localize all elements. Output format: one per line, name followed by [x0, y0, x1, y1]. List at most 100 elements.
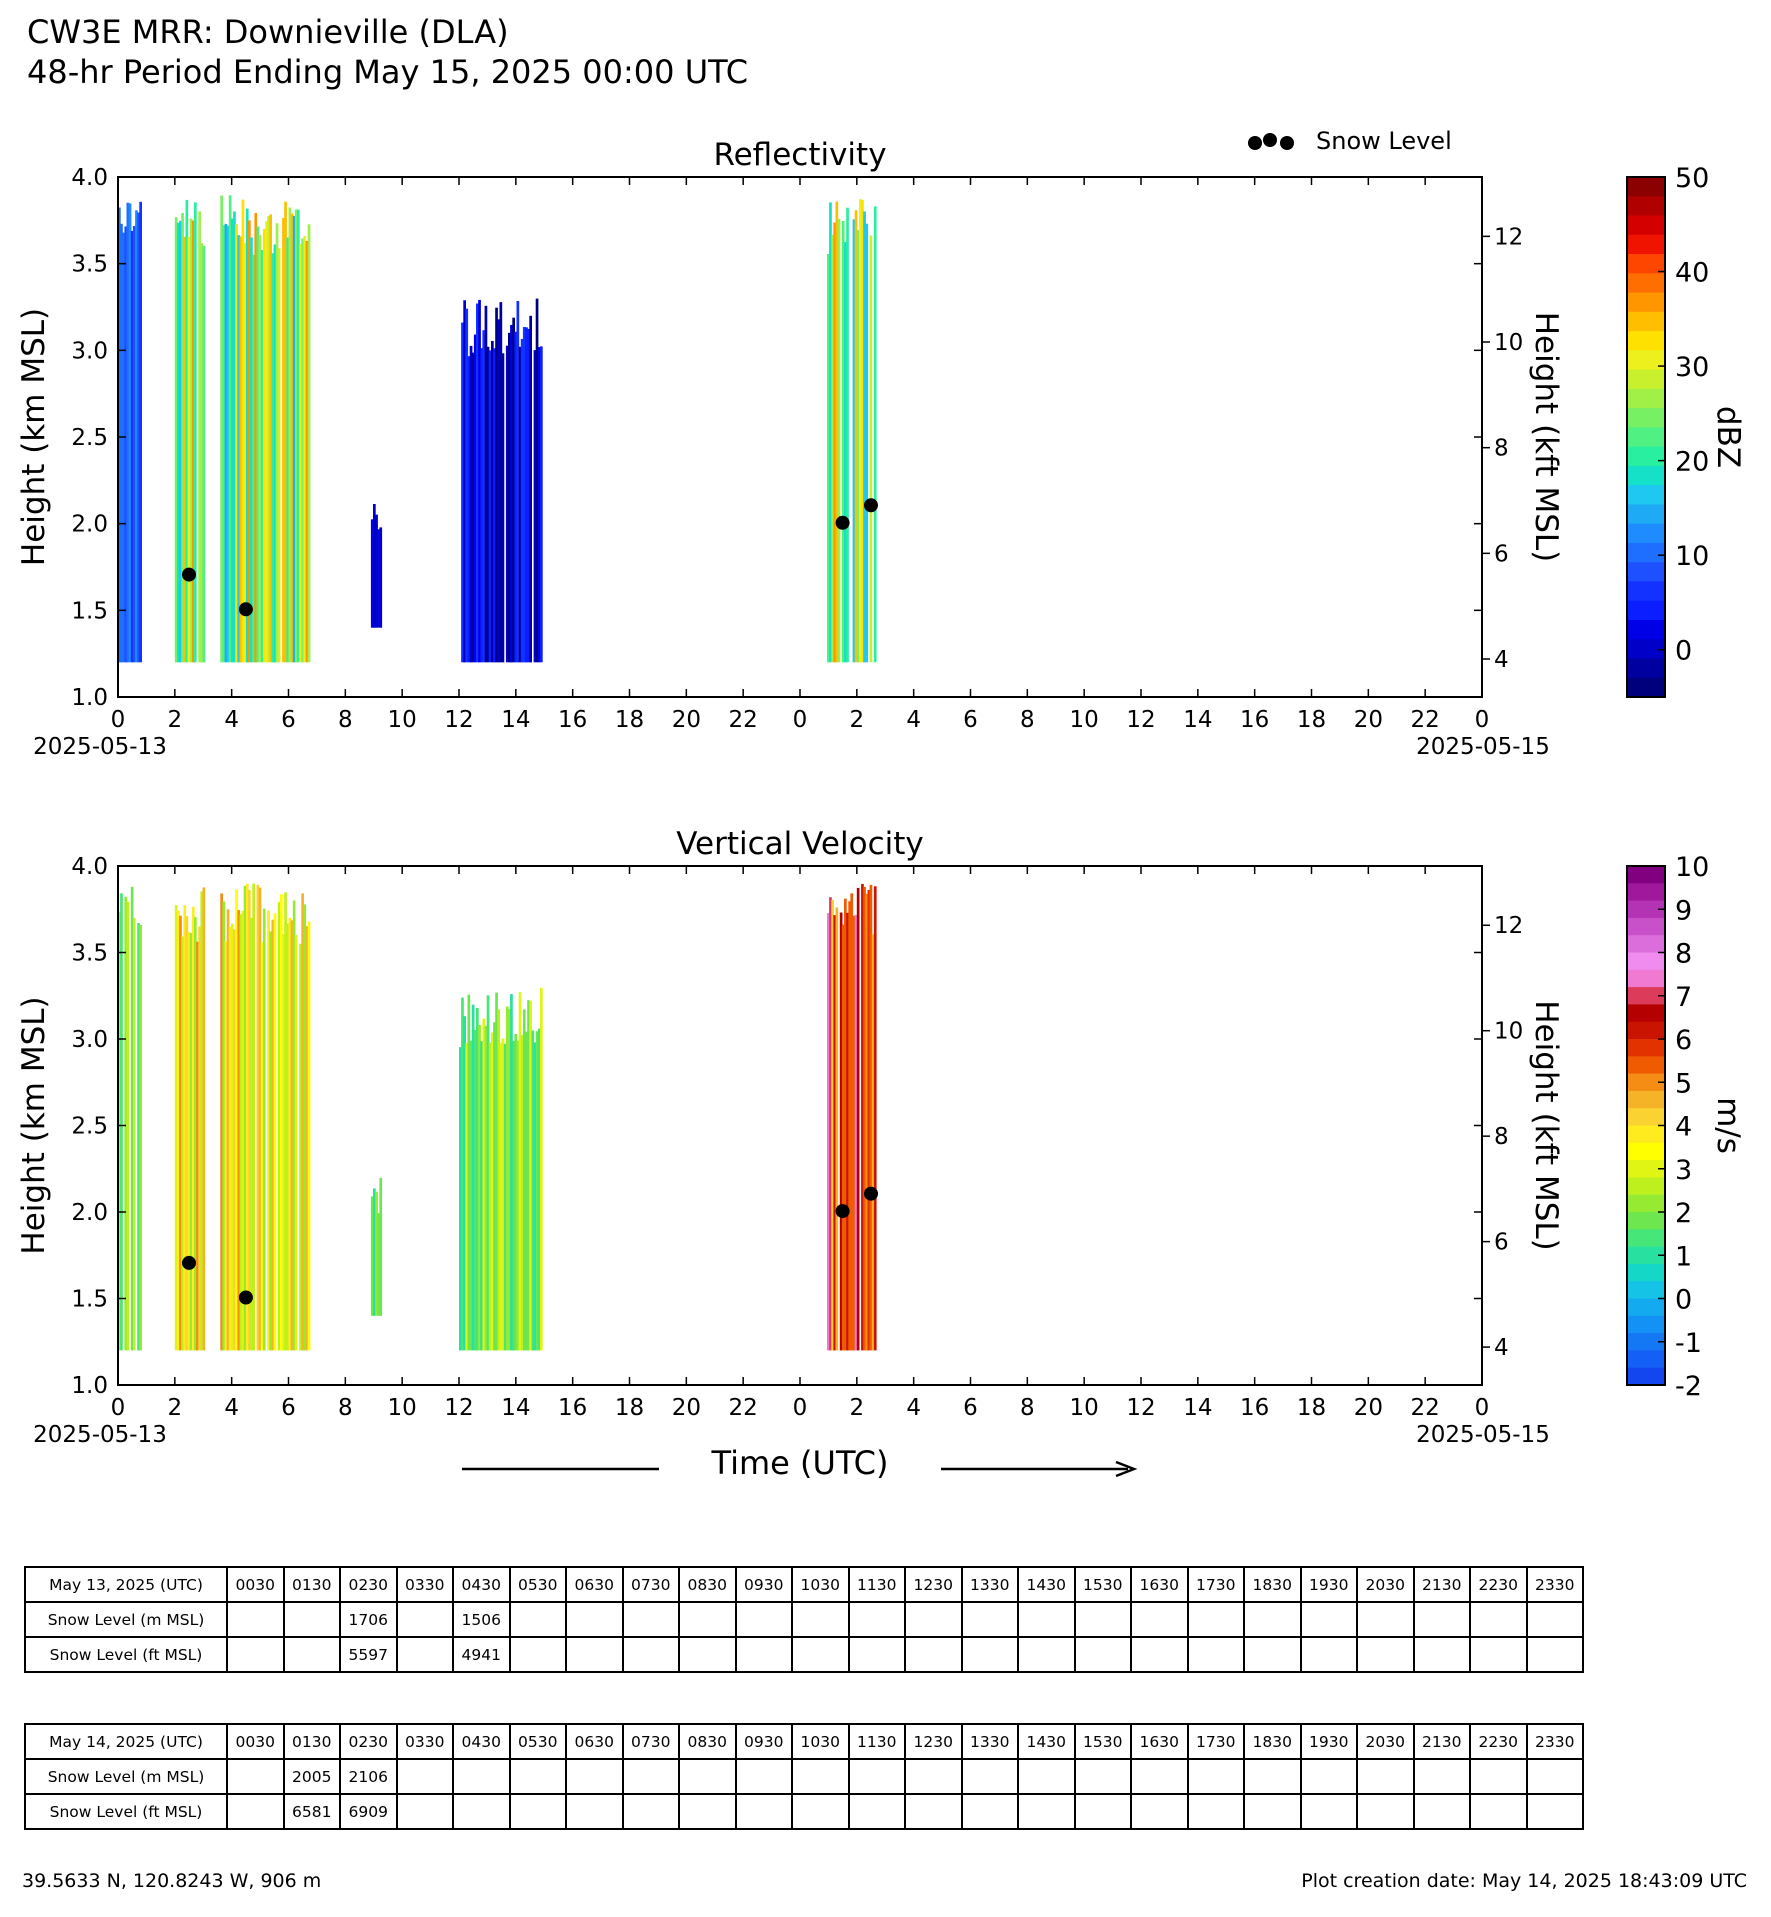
colorbar-band — [1627, 1350, 1665, 1369]
colorbar-band — [1627, 1073, 1665, 1092]
y-tick-label: 4.0 — [71, 854, 108, 880]
table-cell: 0430 — [452, 1566, 511, 1603]
colorbar-frame — [1626, 176, 1666, 698]
x-tick-label: 12 — [444, 1395, 473, 1421]
table-cell — [1073, 1636, 1132, 1673]
table-cell — [1073, 1601, 1132, 1638]
colorbar-band — [1627, 215, 1665, 236]
chart-subtitle: 48-hr Period Ending May 15, 2025 00:00 U… — [27, 53, 749, 91]
data-column — [520, 339, 524, 663]
data-column — [120, 223, 123, 663]
data-column — [241, 911, 245, 1351]
data-column — [137, 212, 140, 663]
x-tick-label: 2 — [168, 1395, 183, 1421]
table-cell — [734, 1636, 793, 1673]
data-column — [535, 298, 539, 663]
x-tick-label: 16 — [1240, 707, 1269, 733]
y-tick-label: 3.0 — [71, 1027, 108, 1053]
x-tick-label: 18 — [615, 707, 644, 733]
data-column — [177, 910, 180, 1351]
data-column — [867, 890, 871, 1351]
data-column — [375, 1191, 378, 1316]
table-cell — [226, 1793, 285, 1830]
data-column — [854, 210, 858, 663]
table-cell — [1243, 1793, 1302, 1830]
colorbar-tick-label: 3 — [1675, 1155, 1692, 1186]
data-column — [499, 1043, 503, 1351]
x-tick-label: 10 — [388, 707, 417, 733]
y2-tick-label: 8 — [1494, 1124, 1509, 1150]
data-column — [248, 220, 251, 663]
colorbar-band — [1627, 388, 1665, 409]
data-field — [118, 195, 877, 663]
x-tick-label: 22 — [1411, 1395, 1440, 1421]
data-column — [256, 226, 260, 663]
y-tick-label: 2.0 — [71, 512, 108, 538]
table-cell — [508, 1793, 567, 1830]
data-column — [467, 994, 471, 1351]
table-cell: 6581 — [282, 1793, 341, 1830]
y2-tick-label: 10 — [1494, 1019, 1523, 1045]
data-column — [284, 201, 287, 663]
data-column — [233, 211, 236, 663]
data-column — [835, 201, 839, 663]
data-column — [501, 1038, 505, 1351]
data-column — [529, 1000, 532, 1351]
data-column — [284, 892, 287, 1351]
x-tick-label: 0 — [793, 707, 808, 733]
table-cell: 1530 — [1073, 1566, 1132, 1603]
data-column — [183, 905, 187, 1351]
table-cell: 2330 — [1525, 1723, 1584, 1760]
snow-level-point — [864, 498, 878, 513]
data-column — [269, 214, 272, 663]
data-column — [379, 1177, 383, 1316]
table-cell — [452, 1758, 511, 1795]
y-tick-label: 1.0 — [71, 685, 108, 711]
table-cell: 1330 — [960, 1566, 1019, 1603]
x-tick-label: 8 — [338, 1395, 353, 1421]
legend-marker — [1280, 136, 1294, 150]
data-column — [486, 346, 490, 663]
data-column — [187, 932, 191, 1351]
data-column — [465, 308, 469, 663]
data-column — [297, 209, 300, 663]
station-location: 39.5633 N, 120.8243 W, 906 m — [22, 1870, 322, 1892]
data-column — [196, 941, 199, 1351]
panel-title: Vertical Velocity — [676, 826, 924, 862]
data-column — [505, 345, 509, 663]
table-cell — [1525, 1758, 1584, 1795]
data-column — [510, 994, 513, 1351]
data-column — [505, 1006, 509, 1351]
x-tick-label: 8 — [1020, 707, 1035, 733]
table-cell — [1356, 1793, 1415, 1830]
table-cell — [1186, 1636, 1245, 1673]
data-column — [290, 920, 294, 1351]
data-column — [118, 207, 121, 663]
colorbar-band — [1627, 900, 1665, 919]
data-column — [254, 213, 258, 663]
table-cell: 0030 — [226, 1566, 285, 1603]
table-cell — [508, 1758, 567, 1795]
data-column — [869, 235, 873, 663]
data-column — [226, 909, 230, 1351]
data-column — [478, 299, 481, 663]
data-column — [518, 346, 522, 663]
colorbar-band — [1627, 917, 1665, 936]
data-column — [252, 254, 255, 663]
snow-level-point — [238, 602, 253, 617]
x-tick-label: 12 — [1126, 1395, 1155, 1421]
x-tick-label: 2 — [168, 707, 183, 733]
data-column — [491, 1032, 494, 1351]
data-column — [303, 235, 307, 663]
data-column — [516, 1040, 520, 1351]
colorbar-tick-label: 7 — [1675, 982, 1692, 1013]
data-column — [473, 1029, 477, 1351]
table-cell — [1243, 1636, 1302, 1673]
data-column — [527, 328, 530, 663]
data-field — [118, 883, 877, 1351]
data-column — [488, 1042, 492, 1351]
y-tick-label: 2.0 — [71, 1200, 108, 1226]
x-tick-label: 2 — [850, 1395, 865, 1421]
data-column — [245, 208, 249, 663]
data-column — [471, 1004, 475, 1351]
